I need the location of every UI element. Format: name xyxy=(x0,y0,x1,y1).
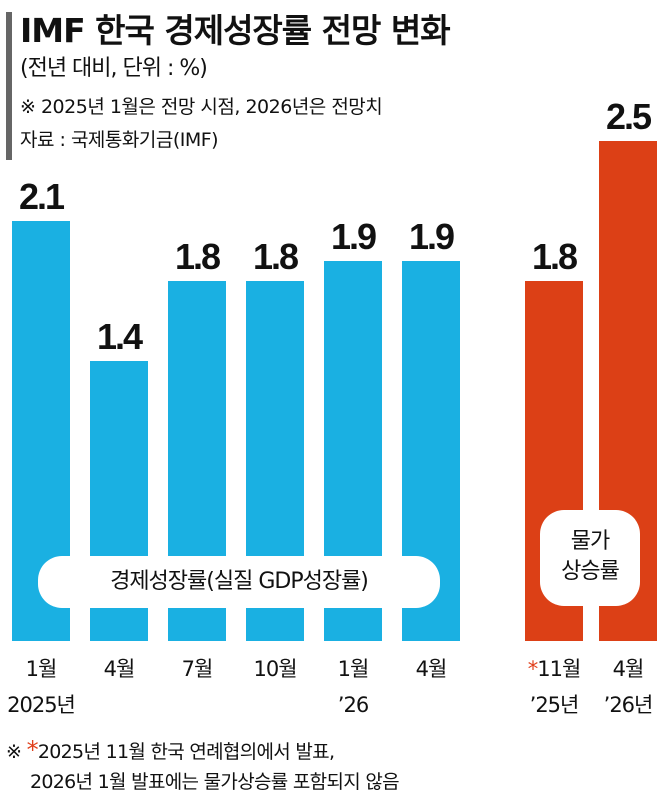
bar-value-label: 1.8 xyxy=(253,236,298,277)
bar-value-label: 1.9 xyxy=(331,216,376,257)
x-tick-label: 4월 xyxy=(416,657,447,681)
bar-value-label: 2.1 xyxy=(19,176,65,217)
chart-unit: (전년 대비, 단위 : %) xyxy=(20,56,208,81)
bar-value-label: 1.8 xyxy=(175,236,220,277)
x-tick-star: * xyxy=(528,657,538,681)
x-tick-sublabel: 2025년 xyxy=(7,693,75,717)
footnote: ※ *2025년 11월 한국 연례협의에서 발표, 2026년 1월 발표에는… xyxy=(6,735,400,797)
chart-source: 자료 : 국제통화기금(IMF) xyxy=(20,129,219,151)
x-tick-label: 4월 xyxy=(613,657,644,681)
bar-value-label: 1.8 xyxy=(532,236,577,277)
chart-title: IMF 한국 경제성장률 전망 변화 xyxy=(20,11,451,50)
footnote-line1: ※ *2025년 11월 한국 연례협의에서 발표, xyxy=(6,735,399,767)
legend-inflation-line1: 물가 xyxy=(570,529,610,554)
x-tick-label: 1월 xyxy=(26,657,57,681)
legend-growth: 경제성장률(실질 GDP성장률) xyxy=(38,556,440,608)
bar-value-label: 1.9 xyxy=(409,216,454,257)
footnote-line2: 2026년 1월 발표에는 물가상승률 포함되지 않음 xyxy=(30,771,400,793)
x-tick-sublabel: ’26 xyxy=(338,693,369,717)
x-tick-label: 10월 xyxy=(253,657,296,681)
legend-inflation-line2: 상승률 xyxy=(561,559,620,584)
x-tick-label: 1월 xyxy=(338,657,369,681)
x-tick-label: 4월 xyxy=(104,657,135,681)
x-tick-label: 7월 xyxy=(182,657,213,681)
footnote-text1: 2025년 11월 한국 연례협의에서 발표, xyxy=(37,741,335,763)
x-tick-sublabel: ’26년 xyxy=(604,693,653,717)
bar-value-label: 1.4 xyxy=(97,316,143,357)
title-accent-bar xyxy=(6,12,12,160)
legend-inflation: 물가 상승률 xyxy=(540,510,640,606)
x-tick-sublabel: ’25년 xyxy=(530,693,579,717)
chart-note: ※ 2025년 1월은 전망 시점, 2026년은 전망치 xyxy=(20,96,383,118)
x-tick-label: *11월 xyxy=(528,657,581,681)
footnote-star: * xyxy=(26,736,39,764)
footnote-mark: ※ xyxy=(6,741,22,763)
bar-value-label: 2.5 xyxy=(606,96,652,137)
